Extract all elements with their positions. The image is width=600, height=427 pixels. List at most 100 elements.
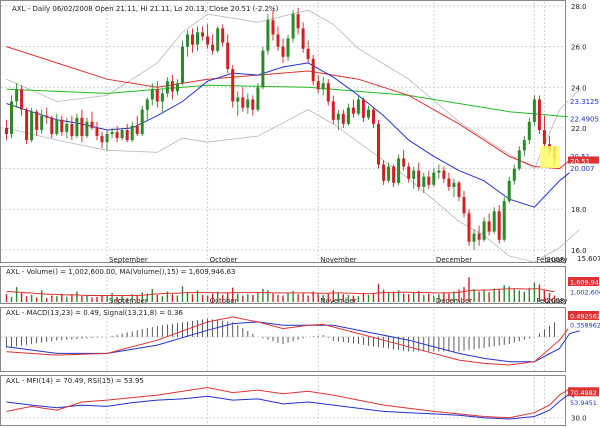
volume-bar <box>61 293 63 302</box>
candle-body <box>382 164 386 181</box>
candle-body <box>351 107 355 114</box>
volume-bar <box>181 286 184 302</box>
candle-body <box>402 158 406 167</box>
candle-body <box>452 182 456 187</box>
volume-bar <box>287 292 289 302</box>
volume-bar <box>317 294 319 302</box>
candle-body <box>95 127 99 136</box>
volume-bar <box>237 293 239 302</box>
mfi-tag-label: 70.4982 <box>570 389 597 397</box>
candle-body <box>261 50 265 88</box>
candle-body <box>40 115 44 130</box>
candle-body <box>532 99 536 122</box>
candle-body <box>115 132 119 139</box>
volume-bar <box>357 296 360 302</box>
candle-body <box>392 166 396 183</box>
price-axis: 16.018.020.022.024.026.028.0 <box>571 3 587 255</box>
candle-body <box>30 111 34 141</box>
price-x-label: February <box>536 256 567 264</box>
candle-body <box>85 121 89 136</box>
price-y-tick-label: 18.0 <box>571 206 587 214</box>
candle-body <box>341 113 345 124</box>
candle-body <box>246 99 250 108</box>
candle-body <box>35 111 39 130</box>
candle-body <box>140 109 144 134</box>
price-tag-bg <box>568 113 599 123</box>
price-tag-label: 20.007 <box>570 165 595 173</box>
volume-bar <box>362 293 365 302</box>
candle-body <box>291 14 295 39</box>
price-y-tick-label: 24.0 <box>571 84 587 92</box>
volume-bar <box>292 290 294 302</box>
volume-bar <box>483 290 485 302</box>
candle-body <box>175 83 179 92</box>
candle-body <box>271 20 275 35</box>
candle-body <box>55 119 59 134</box>
volume-bar <box>36 297 38 302</box>
volume-bar <box>71 294 73 302</box>
candle-body <box>482 221 486 240</box>
macd-tag-bg <box>568 320 599 329</box>
volume-bar <box>397 290 400 302</box>
candle-body <box>301 28 305 49</box>
candle-body <box>472 233 476 242</box>
candle-body <box>150 89 154 100</box>
volume-bar <box>433 295 435 302</box>
volume-bar <box>548 292 551 302</box>
volume-bar <box>242 295 244 302</box>
volume-labels: 1,609,946 1,002,600 <box>568 277 600 297</box>
price-panel: September October November December 2008Febr… <box>0 0 600 264</box>
candle-body <box>15 89 19 102</box>
candle-body <box>417 170 421 187</box>
mfi-axis: 30.0 <box>571 415 587 423</box>
volume-bar <box>131 294 133 302</box>
candle-body <box>487 221 491 232</box>
volume-bar <box>111 292 113 302</box>
candle-body <box>90 121 94 128</box>
price-tag-bg <box>568 96 599 106</box>
macd-lines <box>6 316 580 366</box>
volume-bars <box>5 277 556 303</box>
volume-bar <box>262 289 264 302</box>
volume-x-label: February <box>536 297 567 305</box>
candle-body <box>422 176 426 187</box>
price-y-tick-label: 26.0 <box>571 44 587 52</box>
candle-body <box>407 166 411 179</box>
volume-bar <box>41 290 43 302</box>
price-y-tick-label: 28.0 <box>571 3 587 11</box>
candle-body <box>367 109 370 118</box>
candle-body <box>50 117 54 135</box>
volume-bar <box>227 292 229 302</box>
candle-body <box>361 99 365 118</box>
candle-body <box>412 170 416 179</box>
candle-body <box>377 123 380 165</box>
candle-body <box>251 99 255 110</box>
volume-x-label: October <box>210 297 238 305</box>
volume-bar <box>277 294 279 302</box>
volume-bar <box>503 285 505 302</box>
ma-blue-line <box>6 62 580 208</box>
mfi-tag-label: 53.9451 <box>570 399 597 407</box>
volume-panel: SeptemberOctoberNovemberDecember2008Febr… <box>0 266 600 305</box>
candle-body <box>231 69 235 102</box>
volume-bar <box>101 295 103 302</box>
volume-bar <box>186 292 189 303</box>
mfi-y-tick-label: 30.0 <box>571 415 587 423</box>
candle-body <box>437 170 441 173</box>
mfi-rsi-lines <box>6 386 580 420</box>
ma-green-line <box>6 84 580 119</box>
mfi-tag-bg <box>568 387 599 397</box>
price-tag-bg <box>568 163 599 173</box>
volume-bar <box>478 291 480 302</box>
volume-bar <box>166 291 169 302</box>
volume-bar <box>66 296 68 302</box>
volume-bar <box>30 294 33 302</box>
candle-body <box>537 99 541 130</box>
volume-bar <box>302 293 304 302</box>
price-tag-label: 22.4905 <box>570 115 599 123</box>
candle-body <box>336 113 340 120</box>
candle-body <box>160 93 164 102</box>
moving-averages <box>6 46 580 208</box>
ma-red-line <box>6 46 580 170</box>
